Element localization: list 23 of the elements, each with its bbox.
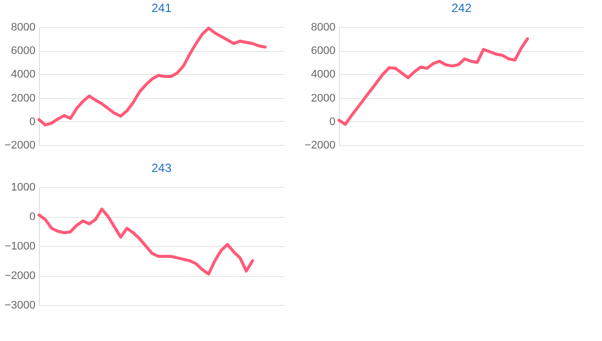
line-series	[338, 37, 529, 126]
y-tick-label: 0	[29, 211, 36, 223]
y-tick-label: 8000	[11, 22, 36, 34]
chart-title: 243	[151, 161, 172, 175]
chart-title: 241	[151, 1, 172, 15]
y-tick-label: 0	[29, 116, 36, 128]
y-tick-label: 4000	[311, 68, 336, 81]
y-tick-label: −2000	[304, 140, 336, 152]
y-tick-label: 2000	[11, 92, 36, 104]
y-tick-label: 2000	[311, 92, 336, 104]
y-tick-label: 8000	[311, 22, 336, 34]
y-tick-label: 6000	[311, 45, 336, 58]
y-tick-label: −3000	[4, 300, 36, 312]
y-tick-label: −1000	[4, 240, 36, 252]
y-tick-label: 6000	[11, 45, 36, 58]
line-series	[38, 26, 267, 126]
y-tick-label: −2000	[4, 140, 36, 152]
y-tick-label: 1000	[11, 182, 36, 194]
chart-title: 242	[451, 1, 472, 15]
line-series	[38, 208, 254, 276]
y-tick-label: −2000	[4, 270, 36, 282]
y-tick-label: 4000	[11, 68, 36, 81]
y-tick-label: 0	[329, 116, 336, 128]
